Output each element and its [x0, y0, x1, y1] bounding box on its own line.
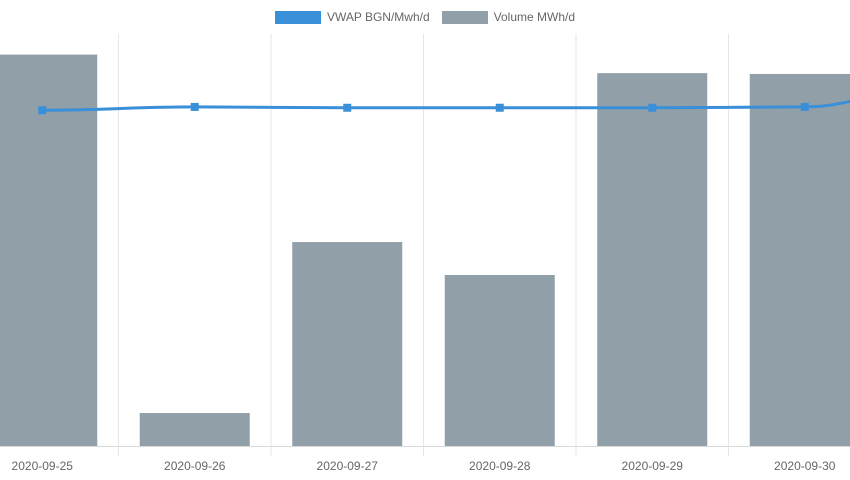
bar: [597, 73, 708, 446]
x-tick-label: 2020-09-28: [469, 459, 531, 473]
vwap-point: [343, 103, 352, 112]
bar: [139, 413, 250, 446]
bar: [444, 275, 555, 446]
legend-swatch-vwap: [274, 10, 321, 24]
x-tick-label: 2020-09-30: [774, 459, 836, 473]
bar: [292, 242, 403, 446]
legend-swatch-volume: [441, 10, 488, 24]
vwap-point: [648, 103, 657, 112]
vwap-point: [800, 102, 809, 111]
x-tick-label: 2020-09-27: [317, 459, 379, 473]
bar: [749, 73, 850, 447]
x-tick-label: 2020-09-29: [622, 459, 684, 473]
x-tick-label: 2020-09-25: [12, 459, 74, 473]
vwap-point: [190, 102, 199, 111]
legend-item-volume[interactable]: Volume MWh/d: [441, 10, 576, 24]
vwap-point: [38, 106, 47, 115]
legend-item-vwap[interactable]: VWAP BGN/Mwh/d: [274, 10, 430, 24]
legend: VWAP BGN/Mwh/d Volume MWh/d: [0, 8, 850, 26]
legend-label-volume: Volume MWh/d: [493, 10, 576, 24]
vwap-point: [495, 103, 504, 112]
x-tick-label: 2020-09-26: [164, 459, 226, 473]
bar: [0, 54, 98, 446]
legend-label-vwap: VWAP BGN/Mwh/d: [326, 10, 430, 24]
